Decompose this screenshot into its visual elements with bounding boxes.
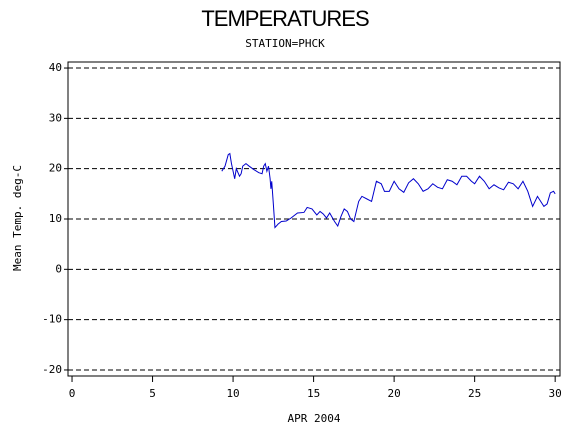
x-tick-label: 25 (468, 387, 481, 400)
x-tick-label: 5 (149, 387, 156, 400)
chart-title: TEMPERATURES (201, 6, 369, 31)
x-axis-label: APR 2004 (288, 412, 341, 425)
y-tick-label: -10 (42, 313, 62, 326)
x-tick-label: 15 (307, 387, 320, 400)
x-tick-label: 30 (549, 387, 562, 400)
y-tick-label: 0 (55, 262, 62, 275)
y-axis-label: Mean Temp. deg-C (11, 165, 24, 271)
x-tick-label: 0 (69, 387, 76, 400)
y-tick-label: 10 (49, 212, 62, 225)
data-line (221, 152, 556, 229)
x-tick-label: 20 (387, 387, 400, 400)
x-tick-label: 10 (226, 387, 239, 400)
y-tick-label: 40 (49, 61, 62, 74)
y-tick-label: -20 (42, 363, 62, 376)
chart-subtitle: STATION=PHCK (245, 37, 325, 50)
y-tick-label: 30 (49, 111, 62, 124)
y-tick-label: 20 (49, 162, 62, 175)
